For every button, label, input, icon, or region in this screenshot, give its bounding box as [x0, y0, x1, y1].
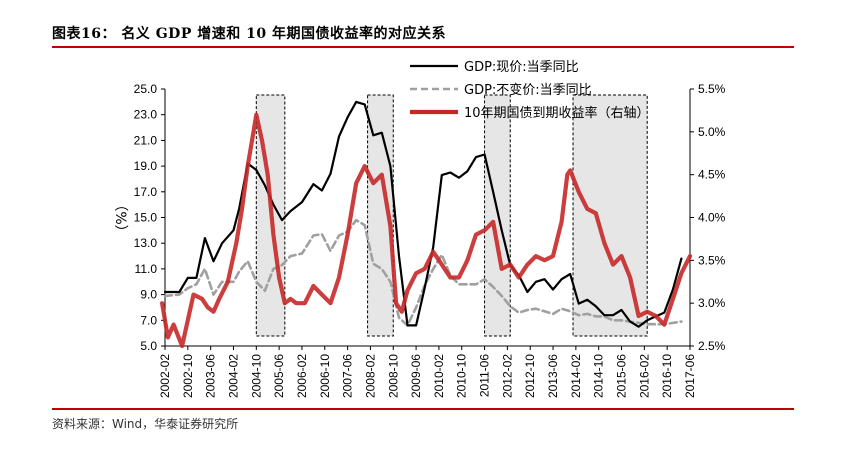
- left-tick-label: 25.0: [134, 82, 158, 96]
- x-tick-label: 2011-06: [478, 354, 492, 397]
- real-gdp-line: [163, 218, 683, 327]
- x-tick-label: 2006-10: [318, 354, 332, 398]
- right-tick-label: 4.5%: [698, 168, 726, 182]
- bond-yield-line: [160, 112, 693, 349]
- left-tick-label: 11.0: [135, 262, 158, 276]
- x-tick-label: 2017-06: [683, 354, 697, 398]
- legend: GDP:现价:当季同比 GDP:不变价:当季同比 10年期国债到期收益率（右轴）: [410, 60, 650, 121]
- left-tick-label: 19.0: [134, 159, 158, 173]
- legend-nominal-gdp-label: GDP:现价:当季同比: [464, 60, 579, 75]
- left-tick-label: 21.0: [134, 133, 158, 147]
- x-tick-label: 2003-06: [204, 354, 218, 398]
- x-tick-label: 2015-06: [615, 354, 629, 398]
- right-tick-label: 3.0%: [698, 296, 726, 310]
- x-tick-label: 2004-02: [226, 354, 240, 398]
- left-tick-label: 7.0: [140, 313, 157, 327]
- title-rule: [52, 46, 794, 48]
- x-tick-label: 2012-02: [500, 354, 514, 398]
- x-tick-label: 2014-10: [592, 354, 606, 398]
- source-rule: [52, 408, 794, 410]
- left-tick-label: 17.0: [134, 185, 158, 199]
- x-tick-label: 2010-10: [455, 354, 469, 398]
- left-tick-label: 15.0: [134, 211, 158, 225]
- shaded-period: [484, 94, 511, 337]
- x-tick-label: 2009-06: [409, 354, 423, 398]
- legend-real-gdp-label: GDP:不变价:当季同比: [464, 82, 592, 98]
- x-tick-label: 2006-02: [295, 354, 309, 398]
- right-tick-label: 5.0%: [698, 125, 726, 139]
- x-tick-label: 2012-10: [523, 354, 537, 398]
- legend-bond-yield-label: 10年期国债到期收益率（右轴）: [464, 105, 650, 121]
- x-tick-label: 2016-02: [637, 354, 651, 398]
- x-tick-label: 2016-10: [660, 354, 674, 398]
- series-lines: [160, 100, 693, 349]
- right-tick-label: 4.0%: [698, 211, 726, 225]
- x-tick-label: 2010-02: [432, 354, 446, 398]
- figure-title: 图表16： 名义 GDP 增速和 10 年期国债收益率的对应关系: [52, 26, 446, 42]
- left-tick-label: 13.0: [134, 236, 158, 250]
- right-tick-label: 2.5%: [698, 339, 726, 353]
- x-tick-label: 2005-06: [272, 354, 286, 398]
- left-tick-label: 23.0: [134, 108, 158, 122]
- x-tick-label: 2007-06: [341, 354, 355, 398]
- y-axis-label: （%）: [112, 197, 128, 238]
- shaded-periods: [255, 94, 648, 337]
- right-tick-label: 5.5%: [698, 82, 726, 96]
- x-tick-label: 2014-02: [569, 354, 583, 398]
- x-tick-label: 2008-10: [386, 354, 400, 398]
- left-tick-label: 9.0: [140, 288, 157, 302]
- x-tick-label: 2008-02: [363, 354, 377, 398]
- x-tick-label: 2004-10: [249, 354, 263, 398]
- chart-axes: 25.0 23.0 21.0 19.0 17.0 15.0 13.0 11.0 9.0 7.0 5.…: [134, 82, 726, 398]
- nominal-gdp-line: [163, 100, 683, 328]
- x-tick-label: 2002-02: [158, 354, 172, 398]
- source-note: 资料来源：Wind，华泰证券研究所: [52, 417, 239, 431]
- x-tick-label: 2002-10: [181, 354, 195, 398]
- x-tick-label: 2013-06: [546, 354, 560, 398]
- left-tick-label: 5.0: [140, 339, 157, 353]
- right-tick-label: 3.5%: [698, 253, 726, 267]
